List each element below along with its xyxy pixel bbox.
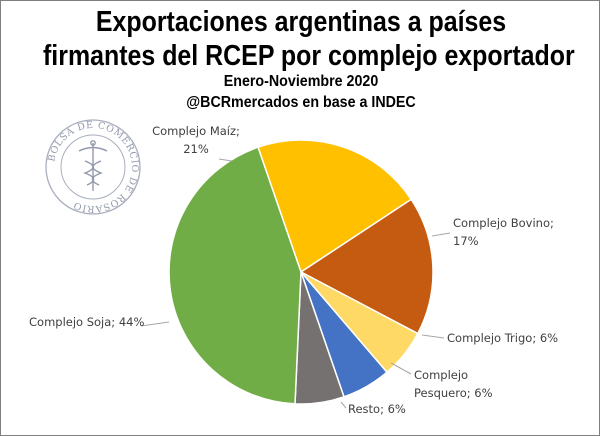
data-label-complejo-maiz: Complejo Maíz; 21% bbox=[152, 124, 240, 156]
chart-title-line-2: firmantes del RCEP por complejo exportad… bbox=[43, 40, 575, 72]
chart-subtitle-source: @BCRmercados en base a INDEC bbox=[186, 94, 416, 111]
caduceus-seal-icon bbox=[78, 140, 108, 191]
leader-line-complejo-bovino bbox=[431, 232, 451, 237]
pie-slice-complejo-maiz bbox=[257, 139, 413, 274]
logo-inner-ring bbox=[60, 134, 126, 200]
data-label-complejo-bovino: Complejo Bovino; 17% bbox=[453, 216, 554, 248]
leader-line-complejo-soja bbox=[140, 321, 170, 327]
data-label-complejo-soja: Complejo Soja; 44% bbox=[29, 315, 144, 329]
leader-line-complejo-maiz bbox=[218, 158, 233, 162]
bcr-logo: BOLSA DE COMERCIO DE ROSARIO bbox=[45, 119, 141, 215]
pie-leader-lines bbox=[140, 158, 451, 409]
logo-outer-ring bbox=[45, 119, 141, 215]
pie-data-labels: Complejo Maíz; 21% Complejo Bovino; 17% Comp… bbox=[29, 124, 558, 416]
leader-line-complejo-pesquero bbox=[390, 362, 412, 375]
data-label-complejo-pesquero: Complejo Pesquero; 6% bbox=[414, 368, 493, 400]
pie-slices bbox=[168, 139, 434, 405]
leader-line-resto bbox=[340, 401, 347, 409]
chart-title-line-1: Exportaciones argentinas a países bbox=[95, 6, 507, 38]
pie-slice-complejo-bovino bbox=[299, 198, 434, 335]
chart-subtitle-period: Enero-Noviembre 2020 bbox=[223, 73, 379, 90]
data-label-resto: Resto; 6% bbox=[348, 402, 406, 416]
pie-slice-complejo-soja bbox=[168, 146, 302, 405]
leader-line-complejo-trigo bbox=[421, 334, 445, 339]
data-label-complejo-trigo: Complejo Trigo; 6% bbox=[447, 331, 558, 345]
